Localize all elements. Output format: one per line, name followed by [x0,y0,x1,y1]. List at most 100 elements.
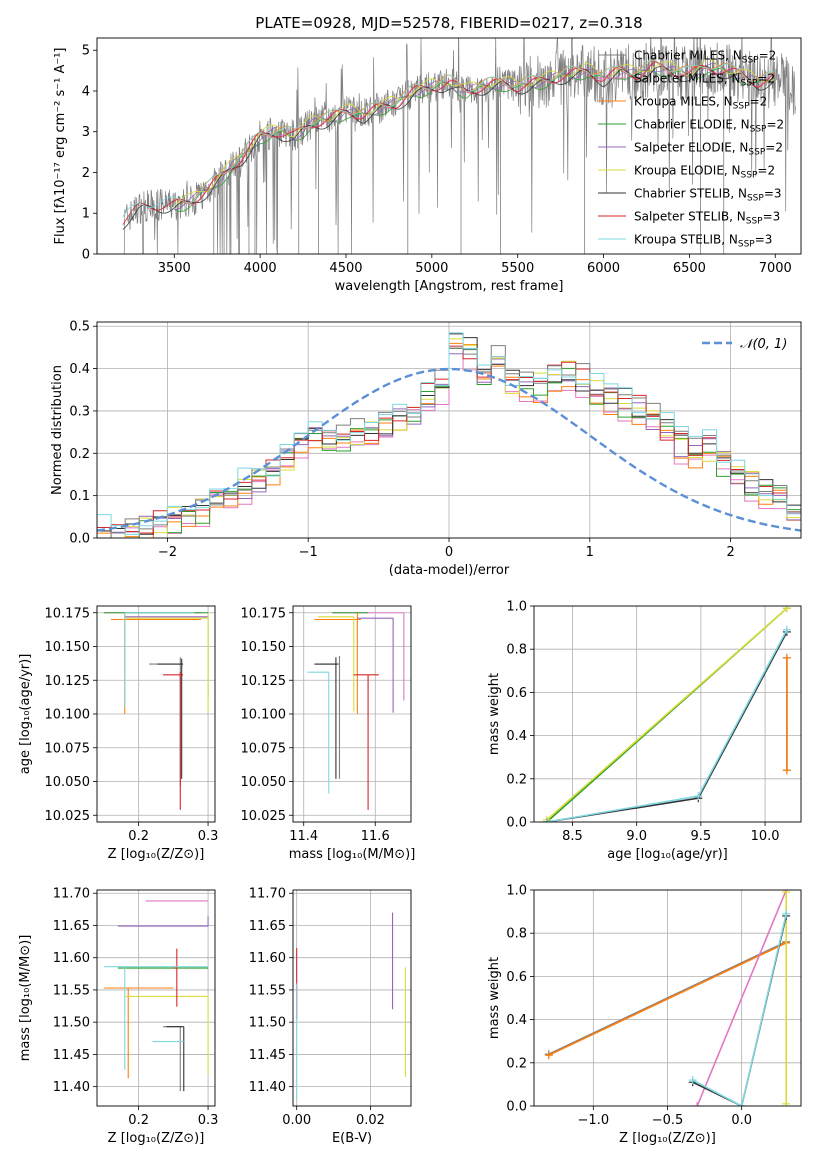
y-tick-label: 10.100 [241,708,287,723]
spectrum-model-line [174,63,774,211]
y-tick-label: 0.4 [506,729,527,744]
y-tick-label: 10.150 [241,640,287,655]
panels: 3500 4000 4500 5000 5500 6000 6500 7000 0 1 2 3 4 5 wa… [18,37,802,1146]
legend-label-count: =3 [764,187,782,201]
x-tick-label: 5000 [415,261,448,276]
x-tick-label: 4000 [244,261,277,276]
legend-label-sub: SSP [748,148,765,158]
spectrum-model-line [174,67,775,212]
x-axis-label: wavelength [Angstrom, rest frame] [335,279,564,294]
normal-legend-label: 𝒩(0, 1) [740,337,787,352]
y-tick-label: 0.4 [69,362,90,377]
legend-label-count: =2 [757,72,775,86]
legend-label-name: Salpeter STELIB, N [634,210,746,224]
axes-frame [533,889,802,1107]
x-tick-label: 3500 [158,261,191,276]
y-axis-label: Flux [fλ10⁻¹⁷ erg cm⁻² s⁻¹ A⁻¹] [53,48,68,245]
y-tick-label: 11.50 [249,1016,286,1031]
x-tick-label: 0 [445,545,453,560]
x-tick-label: 6000 [587,261,620,276]
x-axis-label: Z [log₁₀(Z/Z⊙)] [619,1131,716,1146]
y-tick-label: 11.70 [249,887,286,902]
legend-label-count: =2 [766,118,784,132]
y-tick-label: 11.65 [249,919,286,934]
axes-frame [96,321,802,539]
x-tick-label: 2 [726,545,734,560]
x-tick-label: 7000 [759,261,792,276]
x-tick-label: −1.0 [578,1113,610,1128]
legend-label: Kroupa STELIB, NSSP=3 [634,233,772,250]
x-tick-label: 11.6 [361,829,390,844]
x-tick-label: 1 [586,545,594,560]
axes-frame [96,605,216,823]
legend-label-name: Chabrier MILES, N [634,49,742,63]
panel-age-vs-mass: 11.4 11.6 10.025 10.050 10.075 10.100 10.125 10… [241,605,415,862]
y-tick-label: 10.050 [241,775,287,790]
axes-frame [96,889,216,1107]
y-tick-label: 10.025 [241,809,287,824]
y-axis-label: age [log₁₀(age/yr)] [18,654,33,775]
x-axis-label: (data-model)/error [389,563,510,578]
legend-label: Salpeter STELIB, NSSP=3 [634,210,780,227]
legend-label-name: Kroupa STELIB, N [634,233,738,247]
plot-area [97,890,215,1106]
weight-line [548,941,787,1055]
legend-label-sub: SSP [746,217,763,227]
x-tick-label: 11.4 [289,829,318,844]
y-tick-label: 0.2 [69,447,90,462]
y-tick-label: 11.40 [249,1080,286,1095]
x-axis-label: E(B-V) [332,1131,372,1146]
axes-frame [96,37,802,255]
x-tick-label: 0.2 [128,1113,149,1128]
plot-area [293,890,411,1106]
y-axis-label: mass weight [487,673,502,755]
legend-label-name: Chabrier STELIB, N [634,187,747,201]
y-tick-label: 10.125 [45,674,91,689]
spectrum-model-line [122,61,775,226]
y-tick-label: 0.0 [506,816,527,831]
legend-label-count: =2 [759,49,777,63]
y-tick-label: 0.3 [69,404,90,419]
y-tick-label: 0.8 [506,927,527,942]
legend-label-sub: SSP [738,240,755,250]
panel-residuals: −2 −1 0 1 2 0.0 0.1 0.2 0.3 0.4 0.5 (data-model)/er… [50,320,802,578]
y-tick-label: 10.175 [45,606,91,621]
x-tick-label: 0.3 [198,1113,219,1128]
y-tick-label: 5 [82,44,90,59]
legend-label: Chabrier ELODIE, NSSP=2 [634,118,784,135]
y-tick-label: 2 [82,166,90,181]
legend-label-sub: SSP [741,79,758,89]
y-tick-label: 10.100 [45,708,91,723]
y-tick-label: 0.1 [69,489,90,504]
y-tick-label: 11.50 [53,1016,90,1031]
y-tick-label: 0 [82,248,90,263]
y-tick-label: 0.6 [506,970,527,985]
legend-label-count: =3 [763,210,781,224]
panel-spectrum: 3500 4000 4500 5000 5500 6000 6500 7000 0 1 2 3 4 5 wa… [53,37,802,294]
plot-area [97,322,801,538]
legend-label-count: =2 [765,141,783,155]
y-tick-label: 11.70 [53,887,90,902]
y-tick-label: 0.5 [69,320,90,335]
y-tick-label: 11.45 [53,1048,90,1063]
weight-line [692,913,787,1106]
x-axis-label: age [log₁₀(age/yr)] [607,847,728,862]
plot-area [534,890,801,1106]
legend-label-count: =2 [750,95,768,109]
x-tick-label: 4500 [329,261,362,276]
weight-line [546,607,788,821]
y-tick-label: 1.0 [506,600,527,615]
legend-label-name: Kroupa MILES, N [634,95,733,109]
legend-label-sub: SSP [733,102,750,112]
y-tick-label: 0.4 [506,1013,527,1028]
y-tick-label: 0.0 [69,532,90,547]
legend-label-name: Salpeter ELODIE, N [634,141,748,155]
x-tick-label: 0.3 [198,829,219,844]
x-tick-label: 9.5 [691,829,712,844]
y-tick-label: 1 [82,207,90,222]
y-tick-label: 0.0 [506,1100,527,1115]
panel-weight-vs-age: 8.5 9.0 9.5 10.0 0.0 0.2 0.4 0.6 0.8 1.0 age [log₁… [487,600,802,862]
x-tick-label: 6500 [673,261,706,276]
